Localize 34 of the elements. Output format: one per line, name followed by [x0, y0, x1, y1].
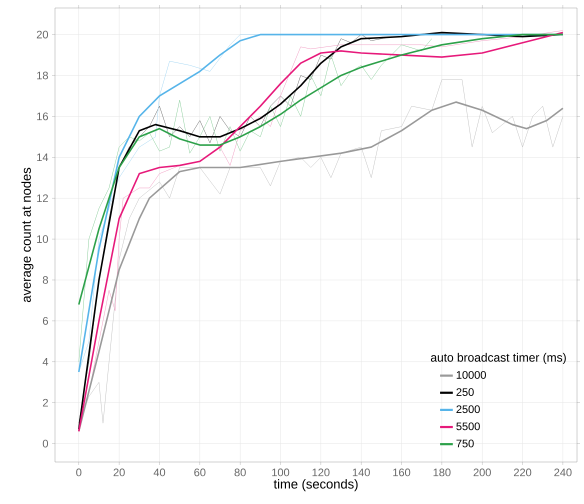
y-tick-label: 16 — [37, 112, 48, 120]
legend-label: 10000 — [456, 371, 486, 379]
x-tick-label: 240 — [554, 468, 572, 476]
legend-label: 250 — [456, 388, 474, 396]
legend-label: 750 — [456, 440, 474, 448]
legend-title: auto broadcast timer (ms) — [430, 352, 566, 364]
legend-label: 5500 — [456, 422, 480, 430]
y-tick-label: 20 — [36, 30, 48, 38]
x-tick-label: 180 — [434, 468, 451, 476]
x-tick-label: 120 — [312, 468, 330, 476]
legend-label: 2500 — [456, 405, 480, 414]
x-axis-title: time (seconds) — [274, 479, 358, 492]
y-tick-label: 0 — [42, 440, 48, 448]
x-tick-label: 0 — [76, 468, 82, 476]
x-tick-label: 160 — [393, 468, 410, 476]
y-tick-label: 6 — [42, 317, 48, 325]
y-tick-label: 2 — [42, 398, 48, 407]
x-tick-label: 40 — [154, 468, 166, 476]
x-tick-label: 20 — [114, 468, 125, 476]
y-axis-title: average count at nodes — [21, 168, 34, 302]
line-series — [78, 34, 564, 306]
x-tick-label: 200 — [474, 468, 491, 476]
y-tick-label: 4 — [42, 358, 48, 366]
line-series — [78, 38, 432, 362]
y-tick-label: 18 — [37, 72, 48, 80]
y-tick-label: 12 — [37, 194, 48, 202]
x-tick-label: 60 — [194, 468, 206, 476]
y-tick-label: 10 — [37, 235, 48, 243]
y-tick-label: 8 — [42, 276, 48, 284]
y-tick-label: 14 — [37, 154, 48, 162]
x-tick-label: 100 — [272, 468, 290, 476]
x-tick-label: 140 — [352, 468, 370, 476]
x-tick-label: 220 — [514, 468, 532, 476]
x-tick-label: 80 — [234, 468, 246, 476]
